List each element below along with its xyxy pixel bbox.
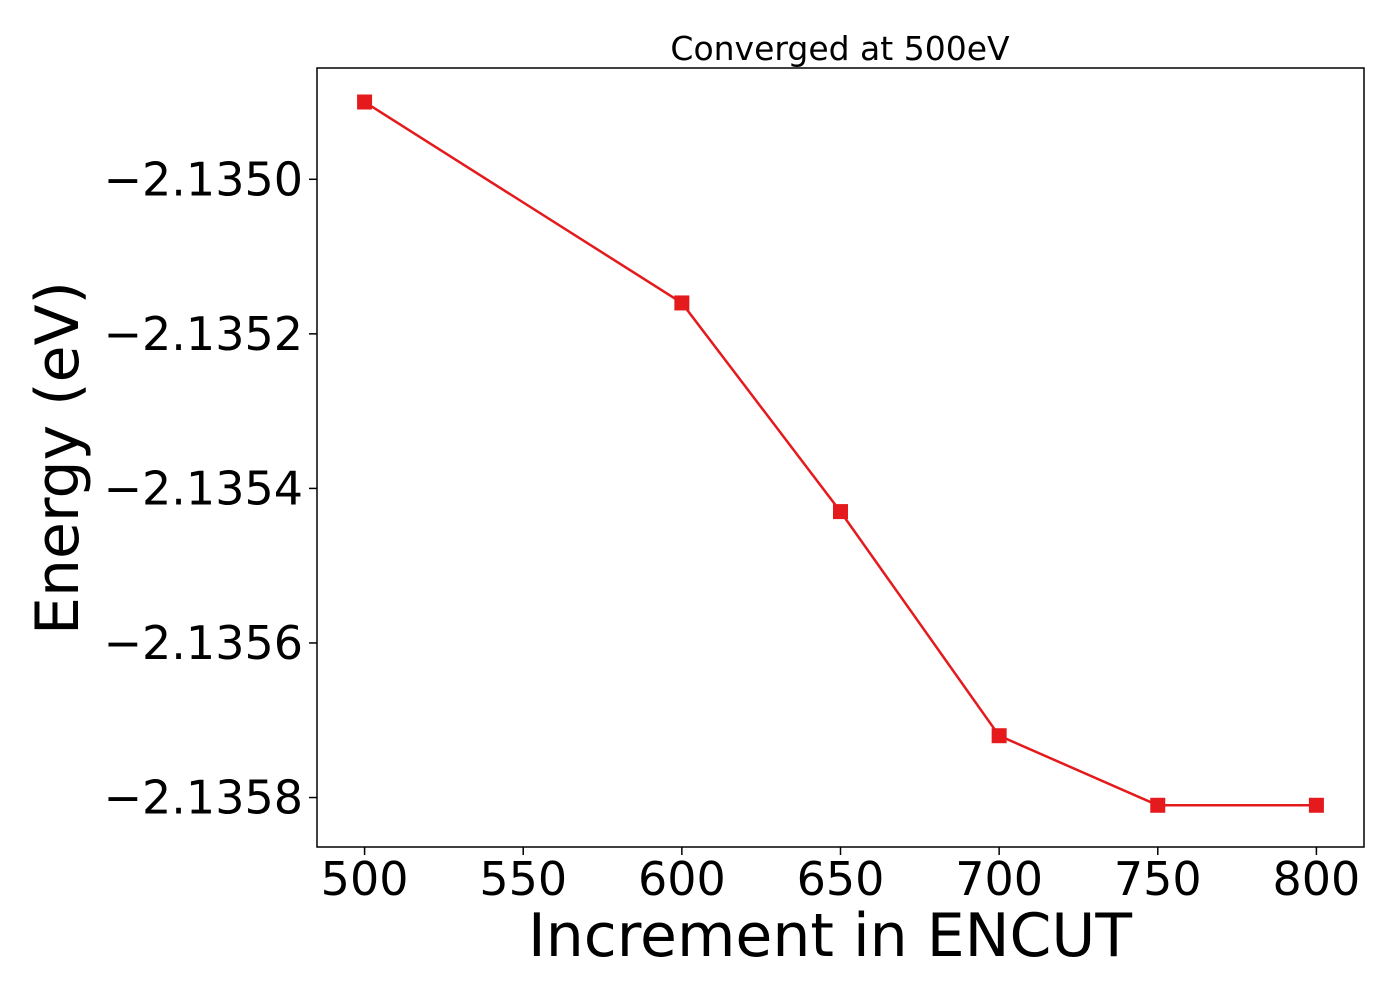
- data-point-marker: [357, 94, 373, 110]
- x-tick-label: 700: [955, 852, 1043, 906]
- data-point-marker: [1150, 797, 1166, 813]
- x-tick-label: 750: [1114, 852, 1202, 906]
- y-tick-label: −2.1352: [104, 307, 304, 361]
- x-tick-label: 550: [479, 852, 567, 906]
- y-tick-label: −2.1350: [104, 152, 304, 206]
- data-point-marker: [674, 295, 690, 311]
- x-tick-label: 650: [797, 852, 885, 906]
- x-tick-label: 600: [638, 852, 726, 906]
- plot-area-frame: [316, 67, 1365, 848]
- series-line: [363, 100, 1317, 807]
- x-tick-label: 500: [321, 852, 409, 906]
- y-tick-label: −2.1354: [104, 461, 304, 515]
- data-point-marker: [991, 728, 1007, 744]
- y-axis: −2.1350 −2.1352 −2.1354 −2.1356 −2.1358: [104, 152, 317, 825]
- series-layer: [357, 94, 1324, 813]
- y-axis-label: Energy (eV): [23, 281, 93, 635]
- x-axis: 500 550 600 650 700 750 800: [321, 847, 1361, 906]
- y-tick-label: −2.1358: [104, 771, 304, 825]
- y-tick-label: −2.1356: [104, 616, 304, 670]
- data-point-marker: [1308, 797, 1324, 813]
- data-point-marker: [833, 504, 848, 520]
- chart-title: Converged at 500eV: [670, 29, 1010, 68]
- x-tick-label: 800: [1273, 852, 1361, 906]
- x-axis-label: Increment in ENCUT: [528, 901, 1132, 971]
